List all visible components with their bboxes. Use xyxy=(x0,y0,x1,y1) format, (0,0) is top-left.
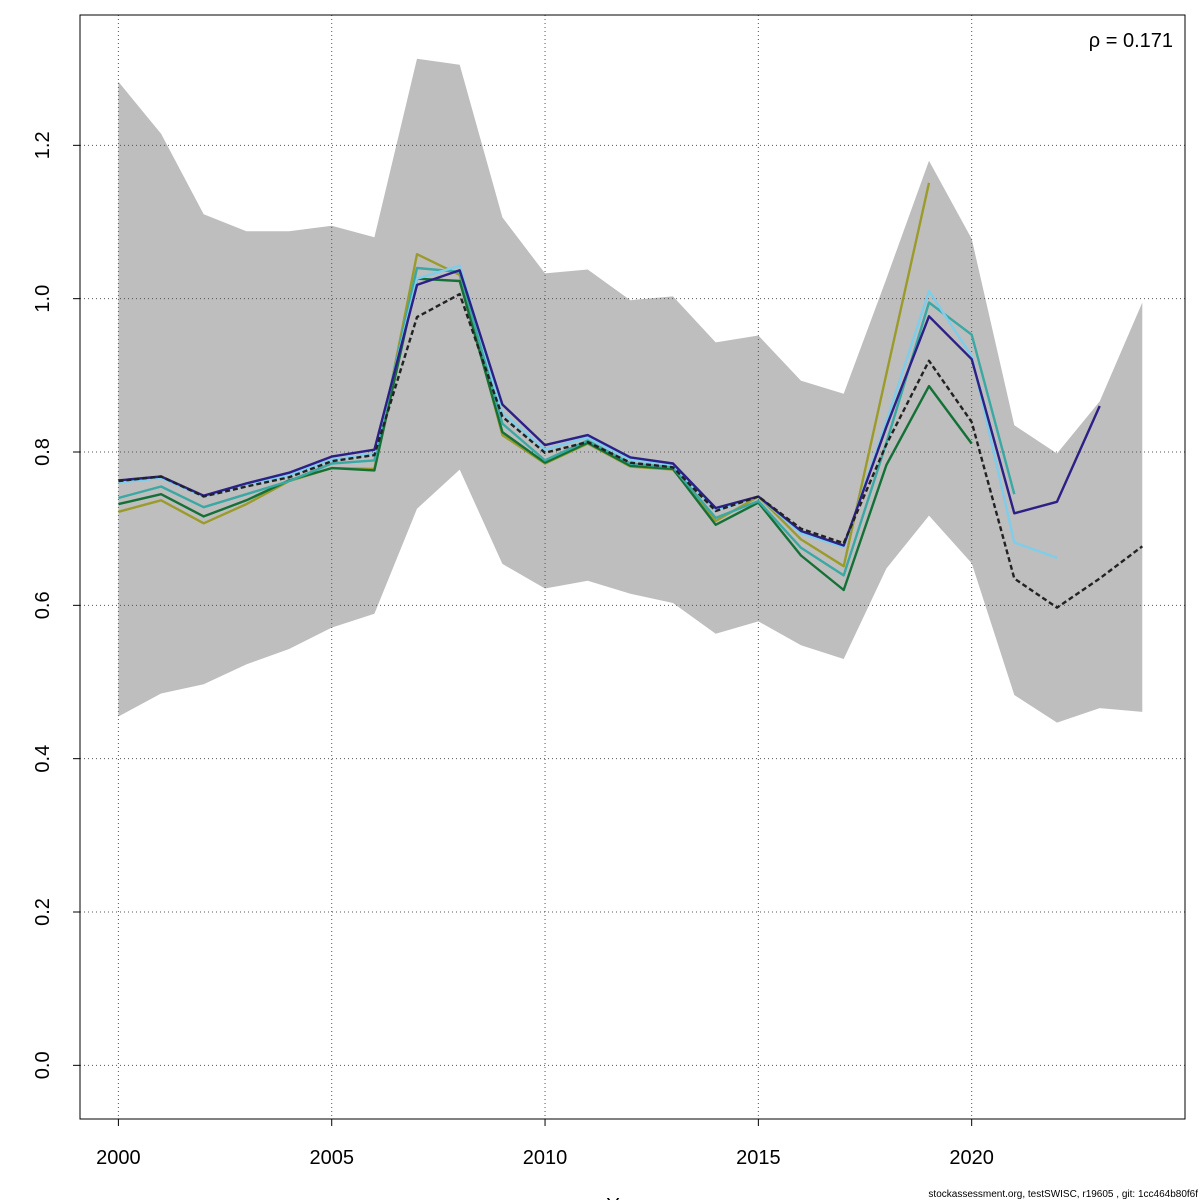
y-tick-label: 1.2 xyxy=(32,131,54,159)
y-axis: 0.0 0.2 0.4 0.6 0.8 1.0 1.2 xyxy=(32,131,80,1079)
plot-frame xyxy=(79,14,1186,1120)
y-tick-label: 0.6 xyxy=(32,591,54,619)
grid-layer xyxy=(80,15,1185,1119)
series-line-4 xyxy=(118,264,1058,559)
x-tick-label: 2010 xyxy=(523,1147,568,1169)
y-tick-label: 0.8 xyxy=(32,438,54,466)
y-tick-label: 0.0 xyxy=(32,1051,54,1079)
x-tick-label: 2020 xyxy=(949,1147,994,1169)
x-axis-label: Y xyxy=(606,1195,619,1200)
y-tick-label: 1.0 xyxy=(32,285,54,313)
series-line-3 xyxy=(118,266,1016,577)
series-line-2 xyxy=(118,277,973,592)
confidence-band-layer xyxy=(118,58,1143,723)
x-tick-label: 2005 xyxy=(309,1147,354,1169)
series-line-1 xyxy=(118,182,931,568)
confidence-band xyxy=(118,58,1143,723)
x-axis: 2000 2005 2010 2015 2020 xyxy=(96,1119,994,1169)
series-line-6 xyxy=(118,292,1144,609)
y-tick-label: 0.4 xyxy=(32,745,54,773)
series-layer xyxy=(118,182,1144,609)
footer-credit: stockassessment.org, testSWISC, r19605 ,… xyxy=(928,1189,1198,1200)
series-line-5 xyxy=(118,269,1101,547)
x-tick-label: 2015 xyxy=(736,1147,781,1169)
y-tick-label: 0.2 xyxy=(32,898,54,926)
rho-annotation: ρ = 0.171 xyxy=(1089,30,1173,52)
x-tick-label: 2000 xyxy=(96,1147,141,1169)
